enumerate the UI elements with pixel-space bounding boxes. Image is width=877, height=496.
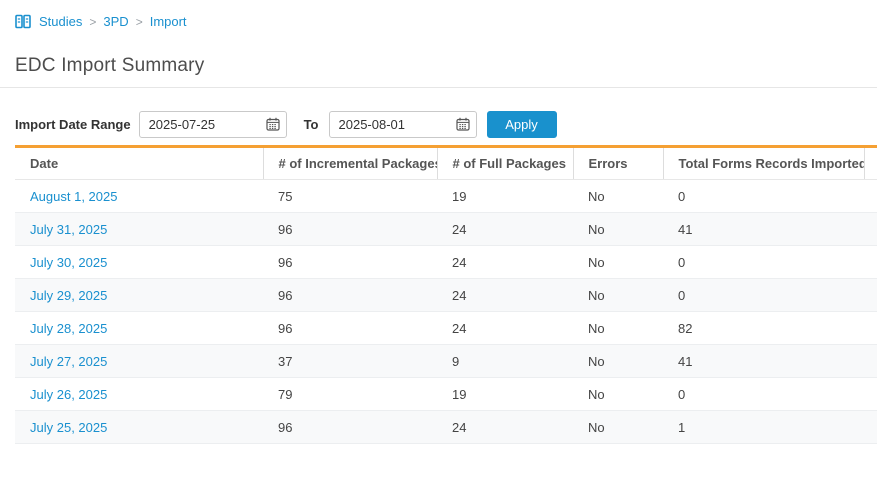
column-header-full-packages: # of Full Packages (437, 146, 574, 180)
errors-cell: No (573, 311, 663, 345)
incremental-packages-cell: 96 (263, 311, 437, 345)
date-link[interactable]: July 30, 2025 (30, 254, 108, 270)
date-link[interactable]: July 31, 2025 (30, 221, 108, 237)
incremental-packages-cell: 79 (263, 377, 437, 411)
errors-cell: No (573, 212, 663, 246)
column-header-spacer (864, 146, 877, 180)
errors-cell: No (573, 344, 663, 378)
import-date-range-label: Import Date Range (15, 117, 131, 132)
date-link[interactable]: July 25, 2025 (30, 419, 108, 435)
full-packages-cell: 24 (437, 278, 573, 312)
spacer-cell (864, 344, 877, 378)
full-packages-cell: 19 (437, 179, 573, 213)
spacer-cell (864, 377, 877, 411)
errors-cell: No (573, 179, 663, 213)
total-forms-cell: 0 (663, 377, 864, 411)
apply-button[interactable]: Apply (486, 111, 557, 138)
spacer-cell (864, 212, 877, 246)
breadcrumb-separator: > (135, 14, 143, 29)
spacer-cell (864, 278, 877, 312)
breadcrumb-item-studies[interactable]: Studies (39, 14, 83, 29)
import-date-range-filter: Import Date Range To (0, 88, 877, 138)
book-icon (15, 14, 31, 29)
spacer-cell (864, 245, 877, 279)
full-packages-cell: 9 (437, 344, 573, 378)
column-header-date: Date (15, 146, 264, 180)
date-link[interactable]: July 26, 2025 (30, 386, 108, 402)
table-row: July 26, 2025 79 19 No 0 (15, 377, 877, 411)
incremental-packages-cell: 75 (263, 179, 437, 213)
breadcrumb-separator: > (89, 14, 97, 29)
full-packages-cell: 24 (437, 311, 573, 345)
table-header-row: Date # of Incremental Packages # of Full… (15, 146, 877, 180)
incremental-packages-cell: 96 (263, 410, 437, 444)
table-row: July 28, 2025 96 24 No 82 (15, 311, 877, 345)
full-packages-cell: 24 (437, 212, 573, 246)
edc-import-summary-table: Date # of Incremental Packages # of Full… (15, 145, 877, 444)
to-date-wrap (328, 111, 477, 138)
errors-cell: No (573, 410, 663, 444)
date-link[interactable]: July 27, 2025 (30, 353, 108, 369)
full-packages-cell: 19 (437, 377, 573, 411)
table-row: July 27, 2025 37 9 No 41 (15, 344, 877, 378)
page-title: EDC Import Summary (15, 55, 205, 76)
incremental-packages-cell: 96 (263, 212, 437, 246)
incremental-packages-cell: 96 (263, 245, 437, 279)
total-forms-cell: 41 (663, 212, 864, 246)
date-link[interactable]: August 1, 2025 (30, 188, 118, 204)
column-header-errors: Errors (573, 146, 664, 180)
to-label: To (303, 117, 319, 132)
table-row: August 1, 2025 75 19 No 0 (15, 179, 877, 213)
errors-cell: No (573, 245, 663, 279)
to-date-input[interactable] (328, 111, 477, 138)
spacer-cell (864, 179, 877, 213)
breadcrumb: Studies > 3PD > Import (0, 0, 877, 29)
table-row: July 29, 2025 96 24 No 0 (15, 278, 877, 312)
date-link[interactable]: July 29, 2025 (30, 287, 108, 303)
total-forms-cell: 0 (663, 179, 864, 213)
errors-cell: No (573, 377, 663, 411)
table-row: July 30, 2025 96 24 No 0 (15, 245, 877, 279)
total-forms-cell: 0 (663, 278, 864, 312)
spacer-cell (864, 410, 877, 444)
breadcrumb-item-3pd[interactable]: 3PD (103, 14, 129, 29)
from-date-wrap (138, 111, 287, 138)
date-link[interactable]: July 28, 2025 (30, 320, 108, 336)
total-forms-cell: 82 (663, 311, 864, 345)
column-header-total-forms: Total Forms Records Imported (663, 146, 865, 180)
column-header-incremental-packages: # of Incremental Packages (263, 146, 438, 180)
incremental-packages-cell: 96 (263, 278, 437, 312)
title-divider (0, 87, 877, 88)
total-forms-cell: 0 (663, 245, 864, 279)
total-forms-cell: 1 (663, 410, 864, 444)
spacer-cell (864, 311, 877, 345)
table-row: July 25, 2025 96 24 No 1 (15, 410, 877, 444)
table-row: July 31, 2025 96 24 No 41 (15, 212, 877, 246)
total-forms-cell: 41 (663, 344, 864, 378)
incremental-packages-cell: 37 (263, 344, 437, 378)
full-packages-cell: 24 (437, 410, 573, 444)
breadcrumb-item-import[interactable]: Import (149, 14, 187, 29)
errors-cell: No (573, 278, 663, 312)
from-date-input[interactable] (138, 111, 287, 138)
full-packages-cell: 24 (437, 245, 573, 279)
